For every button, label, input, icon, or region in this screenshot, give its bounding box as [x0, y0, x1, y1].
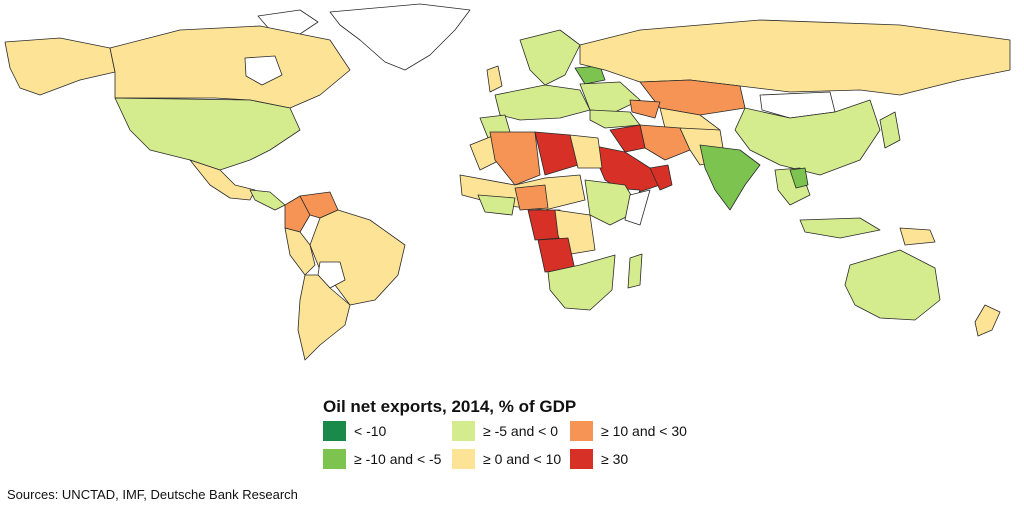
legend-swatch — [323, 421, 346, 441]
region-uk — [486, 65, 503, 93]
region-bolivia — [317, 261, 346, 289]
legend-item: ≥ 10 and < 30 — [570, 421, 687, 441]
region-alaska — [4, 37, 116, 96]
region-png — [899, 227, 936, 246]
legend-swatch — [452, 449, 475, 469]
region-madagascar — [627, 253, 643, 289]
legend-swatch — [452, 421, 475, 441]
region-central-america — [249, 189, 286, 211]
world-choropleth-map — [4, 3, 1011, 361]
region-egypt — [569, 134, 603, 169]
region-new-zealand — [974, 304, 1001, 337]
region-scandinavia — [519, 29, 581, 86]
legend-label: ≥ 0 and < 10 — [483, 451, 562, 467]
region-caucasus — [629, 99, 661, 119]
region-iraq — [609, 124, 646, 153]
region-oman-uae — [649, 164, 673, 191]
legend-item: ≥ 0 and < 10 — [452, 449, 561, 469]
legend-item: ≥ -10 and < -5 — [323, 449, 441, 469]
legend-swatch — [570, 421, 593, 441]
region-west-africa-coast — [477, 194, 516, 216]
region-algeria — [489, 131, 541, 186]
region-russia — [579, 19, 1011, 96]
region-greenland — [329, 3, 471, 71]
region-canada — [109, 25, 351, 109]
legend-label: ≥ -10 and < -5 — [354, 451, 442, 467]
region-china — [734, 99, 881, 176]
legend-title: Oil net exports, 2014, % of GDP — [323, 397, 577, 416]
region-australia — [844, 249, 941, 321]
region-indonesia — [799, 217, 881, 239]
region-vietnam — [789, 167, 809, 189]
region-southern-africa — [547, 254, 616, 311]
region-argentina-chile — [297, 274, 351, 361]
legend-label: ≥ 30 — [601, 451, 629, 467]
region-colombia — [284, 195, 311, 233]
legend-swatch — [323, 449, 346, 469]
legend-label: ≥ 10 and < 30 — [601, 423, 687, 439]
region-peru-ecuador — [284, 227, 316, 276]
legend-label: < -10 — [354, 423, 387, 439]
region-turkey — [589, 109, 641, 129]
region-western-europe — [494, 84, 591, 121]
legend-item: < -10 — [323, 421, 386, 441]
region-nigeria — [514, 184, 549, 211]
region-japan — [879, 111, 901, 149]
region-somalia — [624, 189, 651, 226]
region-eastern-europe — [579, 81, 641, 113]
legend-item: ≥ 30 — [570, 449, 628, 469]
legend-label: ≥ -5 and < 0 — [483, 423, 559, 439]
source-note: Sources: UNCTAD, IMF, Deutsche Bank Rese… — [7, 487, 298, 502]
legend-swatch — [570, 449, 593, 469]
region-usa — [114, 97, 301, 171]
region-india — [699, 144, 761, 211]
legend-item: ≥ -5 and < 0 — [452, 421, 558, 441]
region-hudson-bay — [244, 55, 283, 86]
